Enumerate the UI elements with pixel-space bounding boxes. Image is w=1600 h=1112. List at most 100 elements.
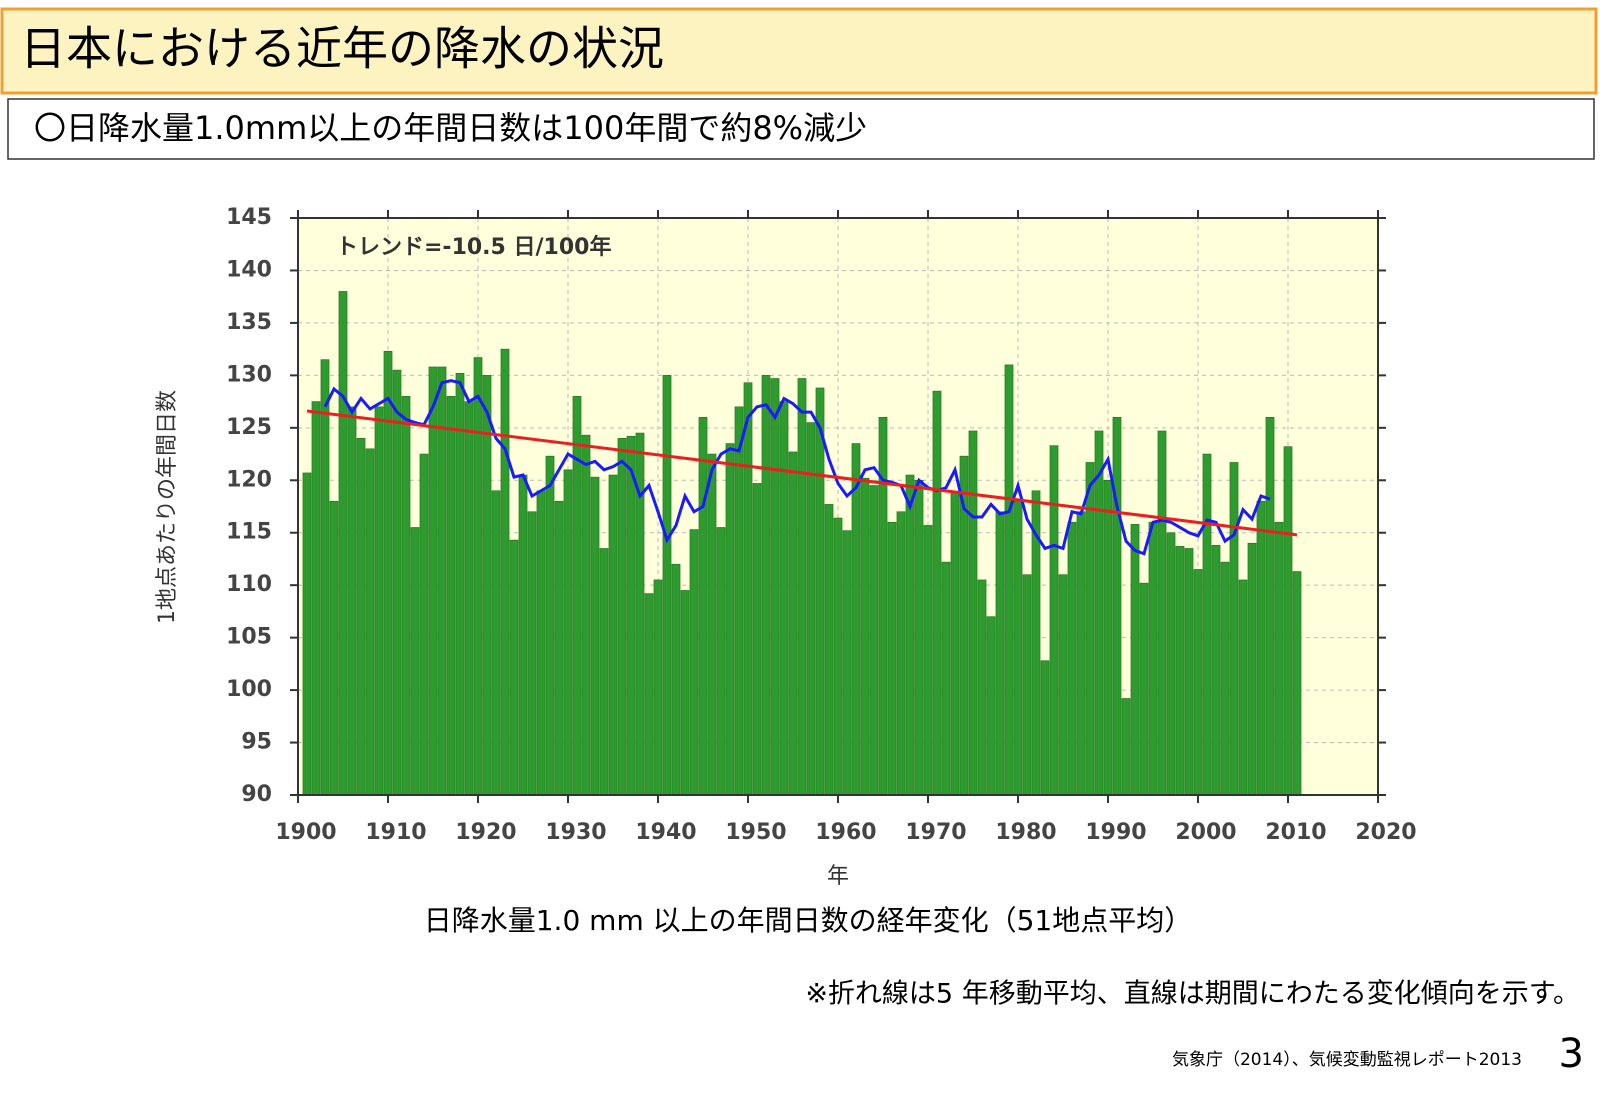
bar	[1256, 500, 1266, 796]
line	[323, 379, 1271, 556]
source: 気象庁（2014）、気候変動監視レポート2013	[1172, 1050, 1522, 1070]
bar	[500, 348, 510, 796]
bar	[1049, 445, 1059, 796]
bar	[392, 369, 402, 796]
bar	[653, 579, 663, 796]
bar	[1157, 430, 1167, 796]
y-tick-label: 145	[226, 205, 272, 230]
bar	[662, 375, 672, 796]
bar	[1085, 462, 1095, 796]
bar	[707, 453, 717, 796]
y-tick-label: 125	[226, 415, 272, 440]
bar	[374, 406, 384, 796]
bar	[689, 529, 699, 796]
bar	[527, 511, 537, 796]
bar	[518, 474, 528, 796]
bar	[464, 401, 474, 796]
bar	[1058, 574, 1068, 796]
note: ※折れ線は5 年移動平均、直線は期間にわたる変化傾向を示す。	[805, 979, 1580, 1010]
bar	[1184, 548, 1194, 796]
bar	[1004, 364, 1014, 796]
bar	[302, 472, 312, 796]
y-tick-label: 105	[226, 625, 272, 650]
bar	[932, 390, 942, 796]
bar	[437, 366, 447, 796]
bar	[1211, 545, 1221, 796]
bar	[365, 448, 375, 796]
y-tick-label: 95	[241, 730, 272, 755]
bar	[617, 438, 627, 796]
bar	[1274, 521, 1284, 796]
bar	[1013, 500, 1023, 796]
bar	[644, 593, 654, 796]
bar	[320, 359, 330, 796]
title-box	[0, 7, 1598, 95]
bar	[1040, 660, 1050, 796]
x-axis-label: 年	[827, 864, 849, 889]
bar	[968, 430, 978, 796]
bar	[1139, 582, 1149, 796]
bar	[905, 474, 915, 796]
bar	[698, 417, 708, 796]
bar	[410, 527, 420, 796]
bar	[842, 530, 852, 796]
x-tick-label: 1910	[365, 820, 426, 845]
bar	[473, 357, 483, 796]
x-tick-label: 1990	[1085, 820, 1146, 845]
y-tick-label: 110	[226, 572, 272, 597]
slide-title: 日本における近年の降水の状況	[20, 22, 664, 76]
y-tick-label: 100	[226, 677, 272, 702]
bar	[887, 521, 897, 796]
bar	[986, 616, 996, 796]
y-tick-label: 140	[226, 257, 272, 282]
bar	[482, 375, 492, 796]
line	[306, 409, 1298, 537]
bar	[977, 579, 987, 796]
bar	[1247, 542, 1257, 796]
x-tick-label: 1940	[635, 820, 696, 845]
bar	[626, 435, 636, 796]
bar	[860, 477, 870, 796]
bar	[1130, 524, 1140, 796]
bar	[851, 443, 861, 796]
bar	[554, 500, 564, 796]
bar	[1103, 479, 1113, 796]
bar	[779, 401, 789, 796]
bar	[995, 511, 1005, 796]
bar	[455, 372, 465, 796]
y-axis-label: 1地点あたりの年間日数	[155, 390, 180, 624]
y-tick-label: 115	[226, 520, 272, 545]
x-tick-label: 1970	[905, 820, 966, 845]
bar	[950, 492, 960, 796]
bar	[824, 504, 834, 796]
bar	[536, 490, 546, 796]
y-tick-label: 135	[226, 310, 272, 335]
plot-frame	[297, 217, 1379, 796]
bar	[743, 382, 753, 796]
subtitle: 〇日降水量1.0mm以上の年間日数は100年間で約8%減少	[34, 109, 867, 147]
bar	[590, 476, 600, 796]
bar	[815, 387, 825, 796]
x-tick-label: 1950	[725, 820, 786, 845]
x-tick-label: 1900	[275, 820, 336, 845]
bar	[1193, 569, 1203, 796]
bar	[671, 563, 681, 796]
bar	[833, 517, 843, 796]
x-tick-label: 1920	[455, 820, 516, 845]
bar	[356, 438, 366, 796]
y-tick-label: 130	[226, 362, 272, 387]
y-tick-label: 90	[241, 782, 272, 807]
bar	[563, 469, 573, 796]
bar	[914, 479, 924, 796]
bar	[1283, 446, 1293, 796]
bar	[446, 396, 456, 796]
bar	[1067, 521, 1077, 796]
bar	[1175, 546, 1185, 796]
bar	[338, 291, 348, 796]
bar	[428, 366, 438, 796]
x-tick-label: 2020	[1355, 820, 1416, 845]
bar	[869, 485, 879, 796]
x-tick-label: 2010	[1265, 820, 1326, 845]
bar	[1220, 561, 1230, 796]
bar	[725, 443, 735, 796]
